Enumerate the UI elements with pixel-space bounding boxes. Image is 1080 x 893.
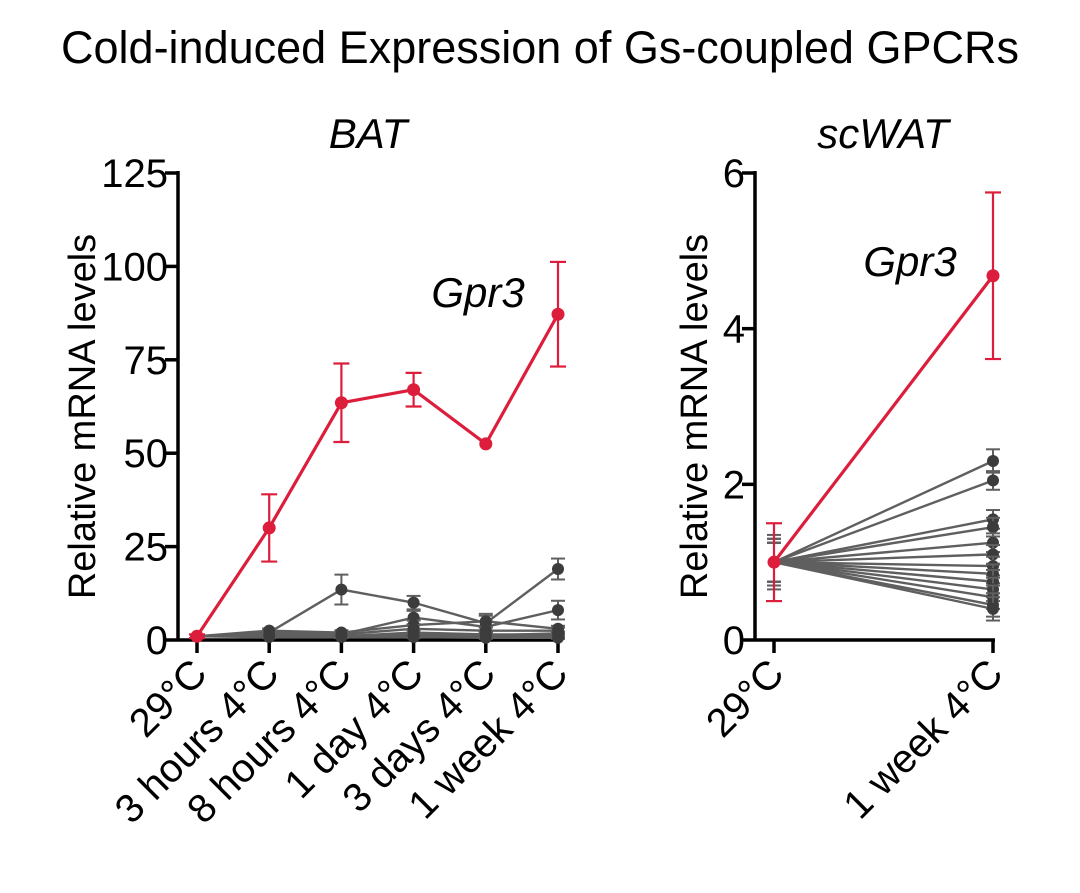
scwat-other-gpcr-series (767, 448, 1000, 622)
bat-y-tick-label: 0 (146, 619, 168, 663)
scwat-gpr3-series (766, 191, 1001, 603)
scwat-series-line (773, 560, 994, 568)
scwat-series-line (773, 560, 994, 576)
bat-gpr3-point (190, 629, 204, 643)
bat-y-tick-label: 100 (101, 245, 168, 289)
bat-gpr3-series (189, 260, 566, 643)
scwat-y-tick-label: 6 (723, 152, 745, 196)
scwat-x-tick-label: 1 week 4°C (835, 651, 1011, 827)
bat-gpr3-annotation: Gpr3 (431, 269, 524, 316)
bat-series-line (196, 635, 558, 639)
scwat-data-point (987, 521, 999, 534)
scwat-gpr3-point (767, 555, 781, 569)
scwat-gpr3-annotation: Gpr3 (863, 238, 956, 285)
bat-gpr3-point (334, 396, 348, 410)
bat-y-tick-label: 125 (101, 152, 168, 196)
scwat-data-point (987, 602, 999, 615)
scwat-series-line (773, 560, 994, 599)
bat-gpr3-point (407, 383, 421, 397)
scwat-series-line (773, 459, 994, 564)
scwat-x-tick-label: 29°C (698, 651, 792, 745)
figure-title: Cold-induced Expression of Gs-coupled GP… (61, 22, 1019, 73)
bat-y-tick-label: 25 (124, 526, 169, 570)
bat-panel-title: BAT (329, 110, 411, 157)
bat-data-point (335, 629, 348, 642)
bat-series-line (196, 627, 558, 638)
scwat-panel-title: scWAT (817, 110, 952, 157)
bat-gpr3-line (195, 313, 560, 638)
scwat-series-line (773, 541, 994, 564)
scwat-series-line (773, 518, 994, 564)
scwat-series-line (773, 479, 994, 564)
scwat-gpr3-line (772, 274, 995, 564)
bat-data-point (263, 629, 276, 642)
bat-data-point (479, 615, 492, 628)
scwat-series-line (773, 560, 994, 591)
scwat-series-line (773, 525, 994, 564)
bat-gpr3-point (479, 437, 493, 451)
bat-data-point (407, 629, 420, 642)
bat-data-point (407, 596, 420, 609)
scwat-y-tick-label: 4 (723, 308, 745, 352)
bat-y-tick-label: 50 (124, 432, 169, 476)
scwat-y-axis-label: Relative mRNA levels (674, 234, 716, 599)
bat-data-point (479, 629, 492, 642)
scwat-data-point (987, 454, 999, 467)
bat-gpr3-point (262, 521, 276, 535)
bat-gpr3-point (551, 307, 565, 321)
scwat-series-line (773, 560, 994, 583)
bat-data-point (552, 627, 564, 640)
bat-data-point (552, 563, 564, 576)
bat-data-point (335, 583, 348, 596)
bat-series-line (196, 632, 559, 638)
scwat-y-tick-label: 2 (723, 463, 745, 507)
scwat-series-line (773, 560, 994, 611)
bat-series-line (196, 620, 559, 638)
bat-y-axis-label: Relative mRNA levels (62, 234, 104, 599)
scwat-y-tick-label: 0 (723, 619, 745, 663)
bat-y-tick-label: 75 (124, 339, 169, 383)
bat-other-gpcr-series (190, 557, 565, 644)
scwat-data-point (987, 474, 999, 487)
bat-data-point (552, 604, 564, 617)
scwat-gpr3-point (986, 269, 1000, 283)
scwat-series-line (773, 553, 994, 564)
